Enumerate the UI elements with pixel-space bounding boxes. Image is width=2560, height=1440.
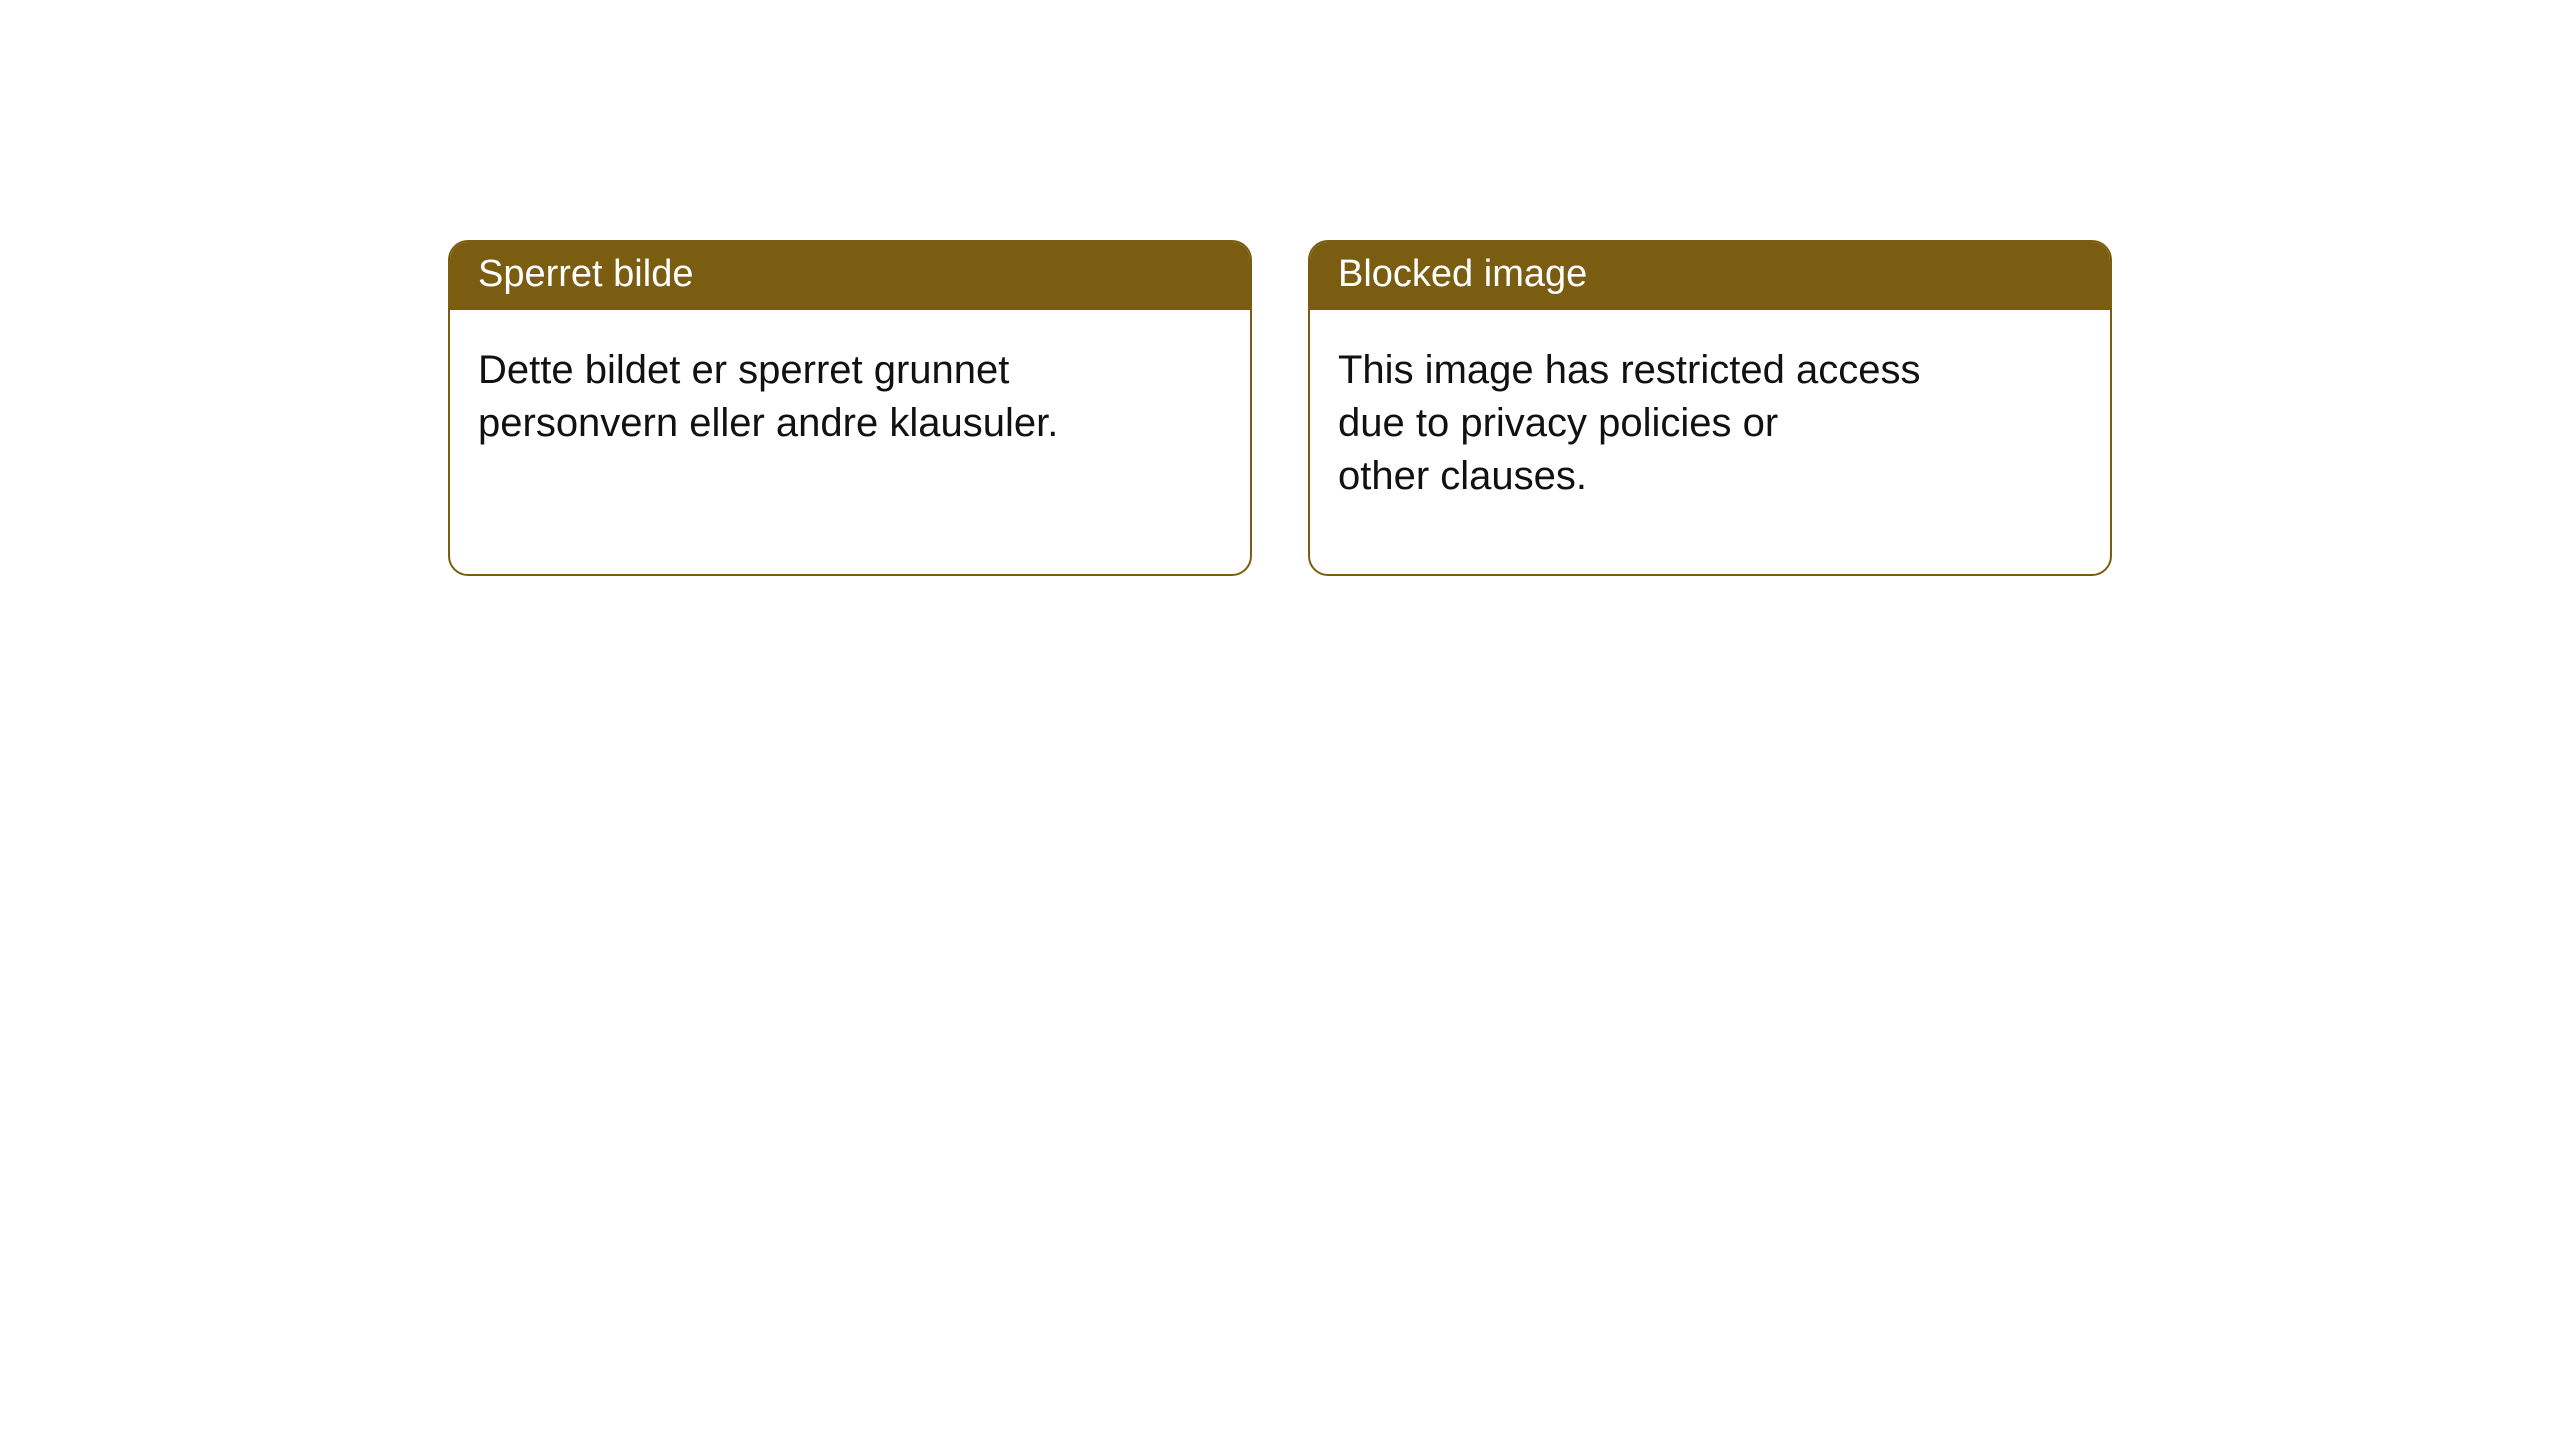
card-title: Sperret bilde <box>478 253 693 295</box>
card-header: Blocked image <box>1310 242 2110 310</box>
card-body: This image has restricted access due to … <box>1310 310 2110 532</box>
card-english: Blocked image This image has restricted … <box>1308 240 2112 576</box>
card-header: Sperret bilde <box>450 242 1250 310</box>
card-body-text: Dette bildet er sperret grunnet personve… <box>478 344 1222 450</box>
card-body-text: This image has restricted access due to … <box>1338 344 2082 504</box>
card-title: Blocked image <box>1338 253 1587 295</box>
cards-container: Sperret bilde Dette bildet er sperret gr… <box>0 0 2560 576</box>
card-norwegian: Sperret bilde Dette bildet er sperret gr… <box>448 240 1252 576</box>
card-body: Dette bildet er sperret grunnet personve… <box>450 310 1250 478</box>
